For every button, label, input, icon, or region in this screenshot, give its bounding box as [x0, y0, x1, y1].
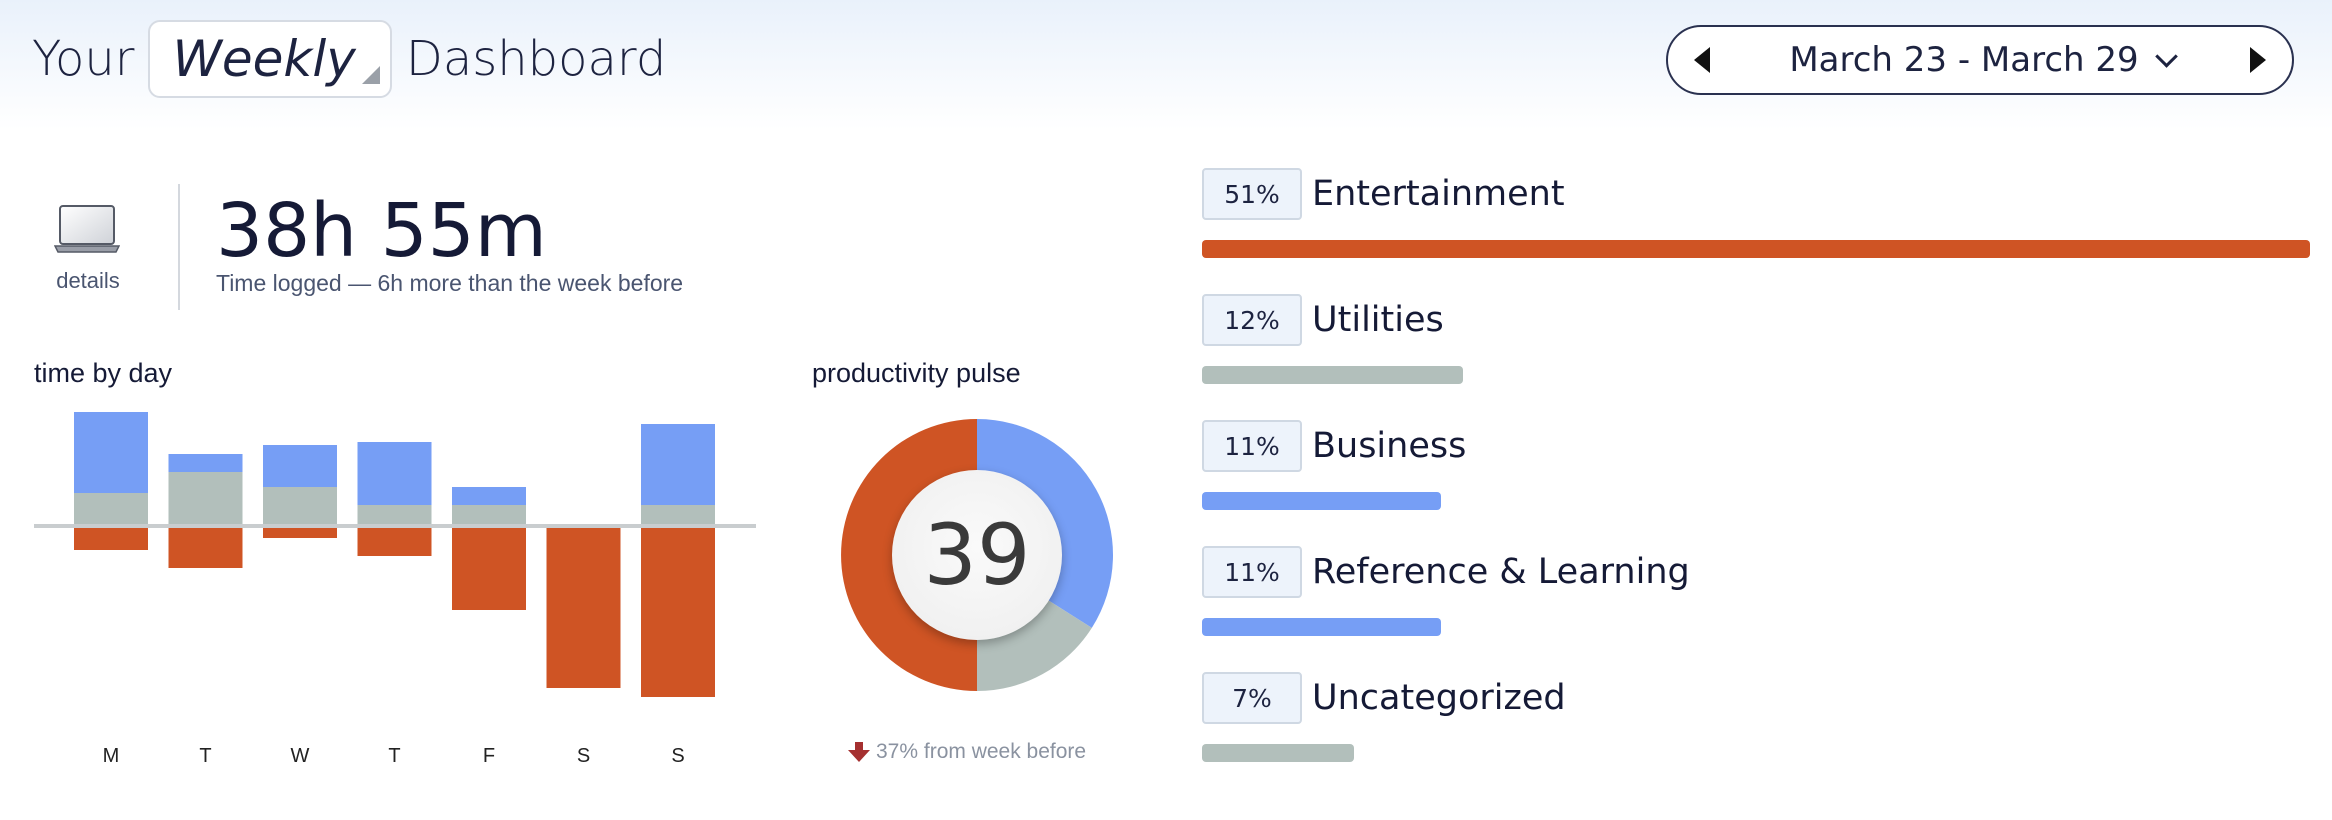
laptop-icon[interactable] — [54, 204, 120, 254]
category-name: Business — [1312, 426, 1467, 466]
day-bar-segment[interactable] — [168, 454, 243, 472]
next-week-icon[interactable] — [2249, 47, 2266, 73]
category-name: Reference & Learning — [1312, 552, 1690, 592]
title-prefix: Your — [32, 31, 135, 87]
day-bar-segment[interactable] — [357, 526, 432, 556]
date-range-label: March 23 - March 29 — [1789, 40, 2139, 80]
category-bar — [1202, 240, 2310, 258]
date-navigator: March 23 - March 29 — [1666, 25, 2294, 95]
date-range-picker[interactable]: March 23 - March 29 — [1789, 40, 2178, 80]
day-axis-label: S — [577, 745, 590, 767]
productivity-pulse-donut[interactable]: 39 — [838, 416, 1116, 694]
day-bar-segment[interactable] — [263, 526, 337, 538]
category-bar — [1202, 744, 1355, 762]
chevron-down-icon — [2154, 45, 2178, 68]
day-bar-segment[interactable] — [74, 493, 148, 526]
day-bar-segment[interactable] — [357, 442, 432, 505]
pulse-slice[interactable] — [977, 598, 1092, 691]
day-axis-label: S — [671, 745, 684, 767]
day-bar-segment[interactable] — [263, 487, 337, 526]
day-bar-segment[interactable] — [452, 505, 526, 526]
category-bar — [1202, 366, 1463, 384]
pulse-slice[interactable] — [841, 419, 977, 691]
day-axis-label: T — [388, 745, 400, 767]
category-name: Uncategorized — [1312, 678, 1566, 718]
category-percent: 12% — [1202, 294, 1302, 346]
day-bar-segment[interactable] — [452, 487, 526, 505]
category-name: Entertainment — [1312, 174, 1565, 214]
previous-week-icon[interactable] — [1694, 47, 1710, 73]
day-axis-label: W — [291, 745, 310, 767]
period-select[interactable]: Weekly — [148, 20, 392, 98]
time-logged-comparison: Time logged — 6h more than the week befo… — [216, 270, 684, 296]
arrow-down-icon — [848, 741, 870, 763]
summary-divider — [178, 184, 180, 310]
title-suffix: Dashboard — [405, 31, 667, 87]
day-bar-segment[interactable] — [263, 445, 337, 487]
category-name: Utilities — [1312, 300, 1444, 340]
period-select-value: Weekly — [172, 30, 356, 88]
day-bar-segment[interactable] — [357, 505, 432, 526]
pulse-change: 37% from week before — [848, 740, 1086, 764]
day-bar-segment[interactable] — [74, 526, 148, 550]
pulse-slice[interactable] — [977, 419, 1113, 628]
time-by-day-title: time by day — [34, 358, 173, 388]
productivity-pulse-title: productivity pulse — [812, 358, 1021, 388]
category-percent: 51% — [1202, 168, 1302, 220]
category-entertainment[interactable]: 51% Entertainment — [1202, 168, 2312, 268]
day-bar-segment[interactable] — [641, 526, 715, 697]
day-axis-label: F — [483, 745, 495, 767]
day-bar-segment[interactable] — [546, 526, 621, 688]
category-percent: 11% — [1202, 420, 1302, 472]
category-percent: 7% — [1202, 672, 1302, 724]
day-bar-segment[interactable] — [168, 472, 243, 526]
category-uncategorized[interactable]: 7% Uncategorized — [1202, 672, 2312, 772]
pulse-donut-svg — [841, 419, 1113, 691]
category-business[interactable]: 11% Business — [1202, 420, 2312, 520]
day-bar-segment[interactable] — [641, 505, 715, 526]
day-bar-segment[interactable] — [168, 526, 243, 568]
pulse-change-label: 37% from week before — [876, 740, 1087, 763]
category-bar — [1202, 492, 1441, 510]
details-link[interactable]: details — [56, 268, 120, 293]
category-utilities[interactable]: 12% Utilities — [1202, 294, 2312, 394]
day-bar-segment[interactable] — [74, 412, 148, 493]
day-bar-segment[interactable] — [452, 526, 526, 610]
category-bar — [1202, 618, 1441, 636]
category-percent: 11% — [1202, 546, 1302, 598]
pulse-score: 39 — [892, 470, 1062, 640]
day-axis-label: T — [199, 745, 211, 767]
dropdown-corner-icon — [361, 66, 380, 84]
total-time-logged: 38h 55m — [216, 188, 547, 274]
category-reference-learning[interactable]: 11% Reference & Learning — [1202, 546, 2312, 646]
day-bar-segment[interactable] — [641, 424, 715, 505]
dashboard-title: Your Weekly Dashboard — [32, 20, 666, 98]
day-axis-label: M — [103, 745, 120, 767]
